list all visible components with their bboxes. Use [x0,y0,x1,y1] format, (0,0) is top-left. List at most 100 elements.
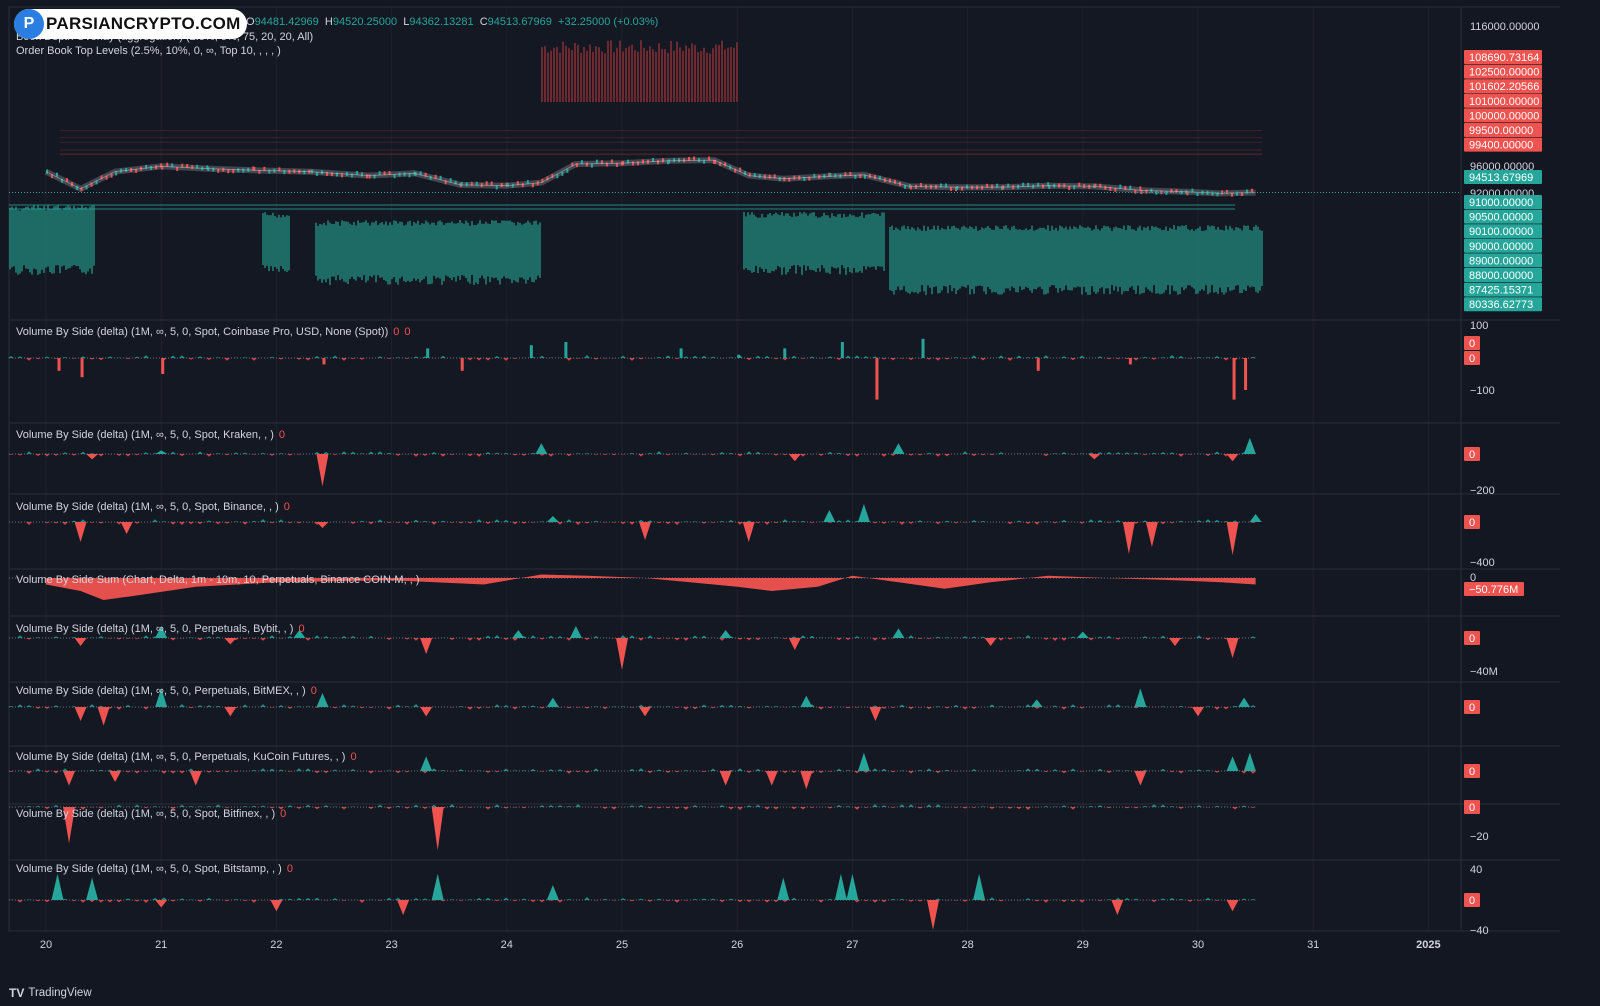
delta-wiggle [656,769,662,771]
bid-wall-bar [841,217,843,266]
delta-wiggle [1070,454,1076,455]
pane-label[interactable]: Volume By Side Sum (Chart, Delta, 1m - 1… [16,574,420,586]
delta-pane-kucoin-futures[interactable] [8,752,1256,790]
bid-wall-bar [745,216,747,269]
delta-wiggle [557,522,563,525]
delta-wiggle [971,454,977,457]
delta-wiggle [323,636,329,638]
delta-wiggle [251,900,257,903]
candle [1119,184,1122,189]
delta-wiggle [827,522,833,523]
bid-wall-bar [1087,226,1089,295]
delta-wiggle [206,358,212,361]
pane-label[interactable]: Volume By Side (delta) (1M, ∞, 5, 0, Spo… [16,429,285,441]
delta-wiggle [1196,805,1202,807]
delta-spike [1243,752,1256,771]
bid-wall-bar [821,216,823,266]
delta-pane-bitfinex[interactable] [8,804,1256,851]
delta-wiggle [1223,707,1229,710]
delta-wiggle [1061,638,1067,641]
delta-wiggle [719,704,725,707]
bid-wall-bar [757,217,759,273]
delta-wiggle [1241,805,1247,807]
delta-wiggle [269,807,275,809]
delta-wiggle [1232,705,1238,707]
delta-wiggle [278,705,284,707]
pane-label[interactable]: Volume By Side (delta) (1M, ∞, 5, 0, Spo… [16,501,290,513]
bid-wall-bar [83,207,85,273]
delta-wiggle [521,454,527,456]
bid-wall-bar [1001,229,1003,295]
delta-pane-bitstamp[interactable] [8,873,1256,930]
pane-label[interactable]: Volume By Side (delta) (1M, ∞, 5, 0, Per… [16,623,305,635]
bid-wall-bar [537,224,539,276]
bid-wall-bar [501,220,503,279]
indicator-top-levels[interactable]: Order Book Top Levels (2.5%, 10%, 0, ∞, … [16,45,281,57]
ask-wall-bar [646,50,648,102]
delta-pane-binance[interactable] [8,504,1262,555]
pane-value-tag: 0 [1469,517,1475,529]
ask-level-label: 101602.20566 [1469,81,1539,93]
candle [526,180,529,185]
delta-wiggle [629,707,635,708]
pane-label[interactable]: Volume By Side (delta) (1M, ∞, 5, 0, Spo… [16,863,293,875]
delta-wiggle [1187,358,1193,359]
delta-wiggle [89,900,95,903]
tradingview-footer[interactable]: TV TradingView [9,986,92,1000]
delta-spike [1249,514,1262,522]
pane-label-text: Volume By Side Sum (Chart, Delta, 1m - 1… [16,574,420,586]
delta-spike [834,873,847,900]
ask-wall-bar [637,51,639,102]
delta-wiggle [341,704,347,707]
delta-wiggle [503,358,509,361]
delta-pane-kraken[interactable] [8,437,1256,487]
bid-wall-bar [787,213,789,273]
pane-label[interactable]: Volume By Side (delta) (1M, ∞, 5, 0, Spo… [16,326,410,338]
time-axis[interactable]: 20 21 22 23 24 25 26 27 28 29 30 31 2025 [40,939,1441,951]
bid-wall-bar [405,224,407,283]
bid-wall-bar [1127,225,1129,292]
candle [278,167,281,172]
current-price-label: 94513.67969 [1469,172,1533,184]
bid-wall-bar [427,222,429,285]
pane-label[interactable]: Volume By Side (delta) (1M, ∞, 5, 0, Spo… [16,808,286,820]
bid-wall-bar [1033,230,1035,290]
delta-wiggle [368,522,374,525]
bid-wall-bar [1259,229,1261,291]
delta-wiggle [197,451,203,454]
candle [408,173,411,178]
bid-wall-bar [869,214,871,268]
candle [996,183,999,188]
delta-spike [74,638,87,646]
delta-wiggle [773,358,779,360]
delta-wiggle [89,769,95,771]
delta-wiggle [539,771,545,772]
candle [531,183,534,188]
pane-label[interactable]: Volume By Side (delta) (1M, ∞, 5, 0, Per… [16,685,317,697]
delta-wiggle [350,522,356,524]
delta-bar [1128,358,1132,365]
delta-wiggle [800,807,806,810]
delta-wiggle [350,451,356,454]
candle [465,182,468,187]
candle [1063,183,1066,188]
delta-spike [155,626,168,638]
delta-wiggle [1070,636,1076,638]
delta-pane-bitmex[interactable] [8,688,1256,726]
candle [66,178,68,183]
delta-wiggle [899,770,905,771]
bid-wall-bar [347,221,349,285]
delta-pane-bybit[interactable] [8,626,1256,670]
ask-wall-bar [658,43,660,102]
delta-wiggle [746,707,752,709]
bid-wall-bar [901,226,903,290]
bid-level-label: 87425.15371 [1469,285,1533,297]
delta-pane-coinbase-pro[interactable] [8,338,1256,400]
delta-pane-binance-coinm-sum[interactable] [9,574,1256,601]
delta-bar [1244,358,1248,390]
candle [693,156,696,161]
pane-value-tag: 0 [1469,338,1475,350]
delta-wiggle [980,520,986,522]
pane-label[interactable]: Volume By Side (delta) (1M, ∞, 5, 0, Per… [16,751,357,763]
